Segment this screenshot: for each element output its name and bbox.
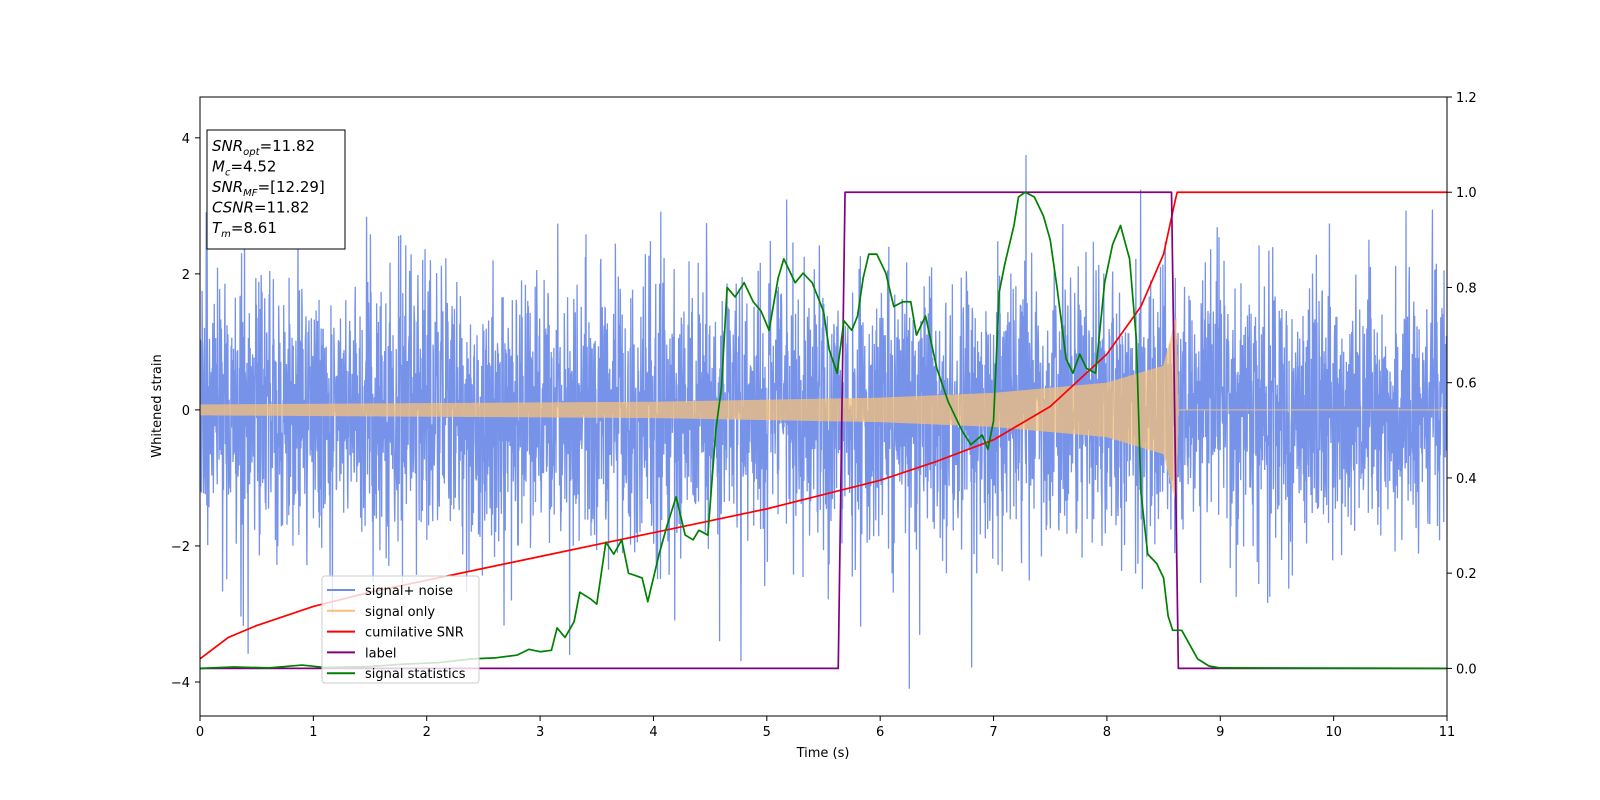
legend-label: signal statistics <box>365 667 466 682</box>
y2-tick-label: 1.0 <box>1456 186 1477 201</box>
y-tick-label: 2 <box>182 268 190 283</box>
x-tick-label: 0 <box>196 725 204 740</box>
x-tick-label: 6 <box>876 725 884 740</box>
y2-tick-label: 0.0 <box>1456 662 1477 677</box>
y-tick-label: 4 <box>182 132 190 147</box>
info-line: Mc=4.52 <box>212 158 276 179</box>
y-tick-label: −4 <box>171 676 190 691</box>
y-axis-right: 0.0 0.2 0.4 0.6 0.8 1.0 1.2 <box>1447 91 1477 677</box>
x-tick-label: 3 <box>536 725 544 740</box>
legend-label: cumilative SNR <box>365 626 464 641</box>
x-tick-label: 1 <box>309 725 317 740</box>
y2-tick-label: 0.4 <box>1456 472 1477 487</box>
info-line: SNRopt=11.82 <box>212 137 315 158</box>
chirp-line <box>200 318 1447 501</box>
info-line: SNRMF=[12.29] <box>212 178 325 199</box>
legend-label: signal only <box>365 605 435 620</box>
y-axis-title: Whitened strain <box>150 354 165 457</box>
info-box: SNRopt=11.82Mc=4.52SNRMF=[12.29]CSNR=11.… <box>206 129 346 250</box>
legend-label: signal+ noise <box>365 584 453 599</box>
x-tick-label: 9 <box>1216 725 1224 740</box>
legend: signal+ noise signal only cumilative SNR la… <box>321 575 480 684</box>
x-tick-label: 5 <box>763 725 771 740</box>
plot-frame <box>199 96 1448 717</box>
series-signal-only <box>200 318 1447 501</box>
x-tick-label: 7 <box>989 725 997 740</box>
legend-frame <box>321 575 480 684</box>
info-box-frame <box>206 129 346 250</box>
y-tick-label: 0 <box>182 404 190 419</box>
legend-label: label <box>365 646 396 661</box>
y2-tick-label: 1.2 <box>1456 91 1477 106</box>
y2-tick-label: 0.2 <box>1456 567 1477 582</box>
x-tick-label: 8 <box>1103 725 1111 740</box>
y2-tick-label: 0.8 <box>1456 281 1477 296</box>
noise-line <box>200 155 1447 689</box>
x-axis: 0 1 2 3 4 5 6 7 8 9 10 11 <box>196 716 1455 740</box>
x-axis-title: Time (s) <box>796 746 850 761</box>
x-tick-label: 11 <box>1439 725 1456 740</box>
series-signal-plus-noise <box>200 155 1447 689</box>
x-tick-label: 2 <box>423 725 431 740</box>
y-tick-label: −2 <box>171 540 190 555</box>
y2-tick-label: 0.6 <box>1456 377 1477 392</box>
info-line: Tm=8.61 <box>212 219 277 240</box>
x-tick-label: 4 <box>649 725 657 740</box>
x-tick-label: 10 <box>1325 725 1342 740</box>
info-line: CSNR=11.82 <box>212 199 309 217</box>
signal-statistics-line <box>200 191 1447 670</box>
y-axis-left: 4 2 0 −2 −4 <box>171 132 200 691</box>
